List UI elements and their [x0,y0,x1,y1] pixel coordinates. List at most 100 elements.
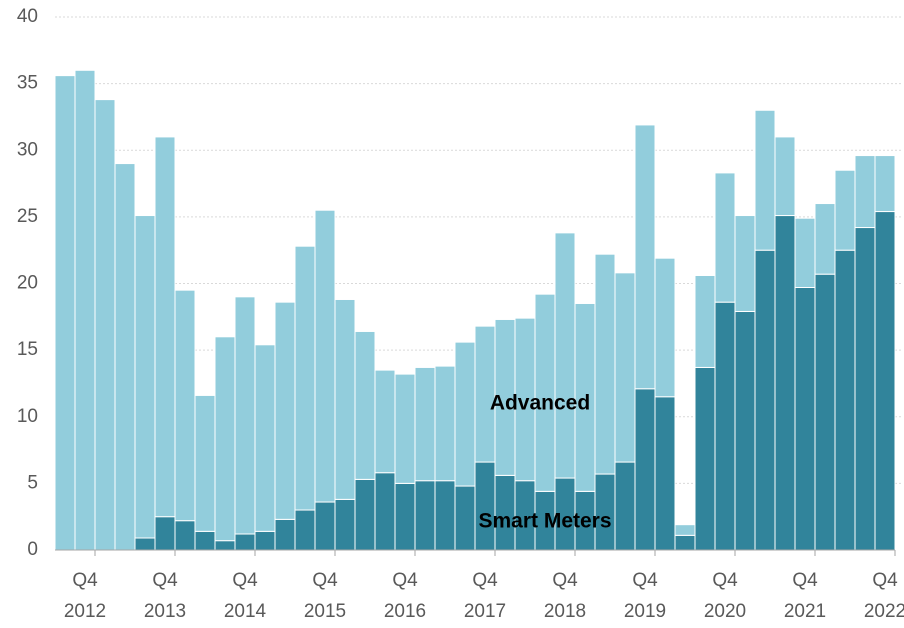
bar-segment [194,394,216,532]
bar-segment [774,215,796,551]
y-tick-label: 15 [17,339,38,360]
y-tick-label: 20 [17,273,38,294]
x-tick-label: Q4 [632,570,658,591]
bar-segment [74,69,96,551]
bar-segment [394,482,416,551]
bar-segment [434,365,456,482]
y-tick-label: 35 [17,73,38,94]
bar-segment [94,99,116,551]
bar-segment [354,478,376,551]
bar-segment [654,396,676,551]
bar-segment [194,530,216,551]
bar-segment [434,480,456,551]
y-tick-label: 0 [27,539,38,560]
bar-segment [294,245,316,511]
x-tick-label: 2016 [384,601,426,622]
x-tick-label: 2020 [704,601,746,622]
bar-segment [234,296,256,535]
bar-segment [794,286,816,551]
bar-segment [654,257,676,398]
x-tick-label: Q4 [552,570,578,591]
bar-segment [294,509,316,551]
x-tick-label: Q4 [312,570,338,591]
bar-segment [414,366,436,482]
x-tick-label: Q4 [152,570,178,591]
x-tick-label: 2013 [144,601,186,622]
bar-segment [714,301,736,551]
x-tick-label: 2014 [224,601,267,622]
x-tick-label: Q4 [872,570,898,591]
bar-segment [454,485,476,551]
y-tick-label: 30 [17,139,38,160]
x-tick-label: Q4 [792,570,818,591]
bar-segment [234,533,256,551]
bar-segment [134,537,156,551]
bar-segment [754,249,776,551]
bar-segment [114,163,136,551]
bar-segment [774,136,796,217]
bar-segment [694,275,716,368]
bar-segment [334,498,356,551]
bar-segment [854,155,876,229]
bar-segment [314,501,336,551]
bar-segment [834,169,856,251]
bar-segment [714,172,736,303]
bar-segment [214,336,236,542]
bar-segment [374,369,396,474]
series-label: Smart Meters [478,510,611,533]
bar-segment [354,330,376,480]
bar-segment [374,472,396,551]
x-tick-label: Q4 [392,570,418,591]
bar-segment [814,203,836,275]
x-tick-label: 2021 [784,601,826,622]
bar-segment [134,215,156,539]
bar-segment [474,461,496,551]
bar-segment [674,534,696,551]
y-tick-label: 10 [17,406,38,427]
bar-segment [394,373,416,484]
x-tick-label: 2022 [864,601,904,622]
bar-segment [174,289,196,522]
bar-segment [154,516,176,551]
y-tick-label: 25 [17,206,38,227]
bar-segment [634,124,656,390]
bar-segment [814,273,836,551]
bar-segment [834,249,856,551]
series-label: Advanced [490,392,590,415]
x-tick-label: Q4 [72,570,98,591]
bar-segment [754,109,776,251]
bar-segment [674,524,696,536]
x-tick-label: 2015 [304,601,346,622]
bar-segment [694,366,716,551]
y-tick-label: 40 [17,6,38,27]
bar-segment [154,136,176,518]
x-tick-label: 2018 [544,601,586,622]
bar-segment [874,155,896,213]
bar-segment [854,227,876,551]
x-tick-label: 2017 [464,601,506,622]
bar-segment [174,520,196,551]
bar-segment [254,344,276,532]
bar-segment [214,540,236,551]
x-tick-label: Q4 [712,570,738,591]
y-tick-label: 5 [27,472,38,493]
bar-segment [274,518,296,551]
bar-segment [274,301,296,520]
bar-segment [314,209,336,503]
bar-segment [794,217,816,288]
bar-segment [614,272,636,463]
x-tick-label: Q4 [472,570,498,591]
bar-segment [874,211,896,551]
x-tick-label: 2012 [64,601,106,622]
bar-segment [254,530,276,551]
bar-segment [554,232,576,479]
bar-segment [594,253,616,475]
bar-segment [334,298,356,500]
bar-segment [54,75,76,551]
bar-segment [734,215,756,312]
bar-segment [614,461,636,551]
bar-segment [634,388,656,551]
bar-segment [454,341,476,487]
x-tick-label: 2019 [624,601,666,622]
